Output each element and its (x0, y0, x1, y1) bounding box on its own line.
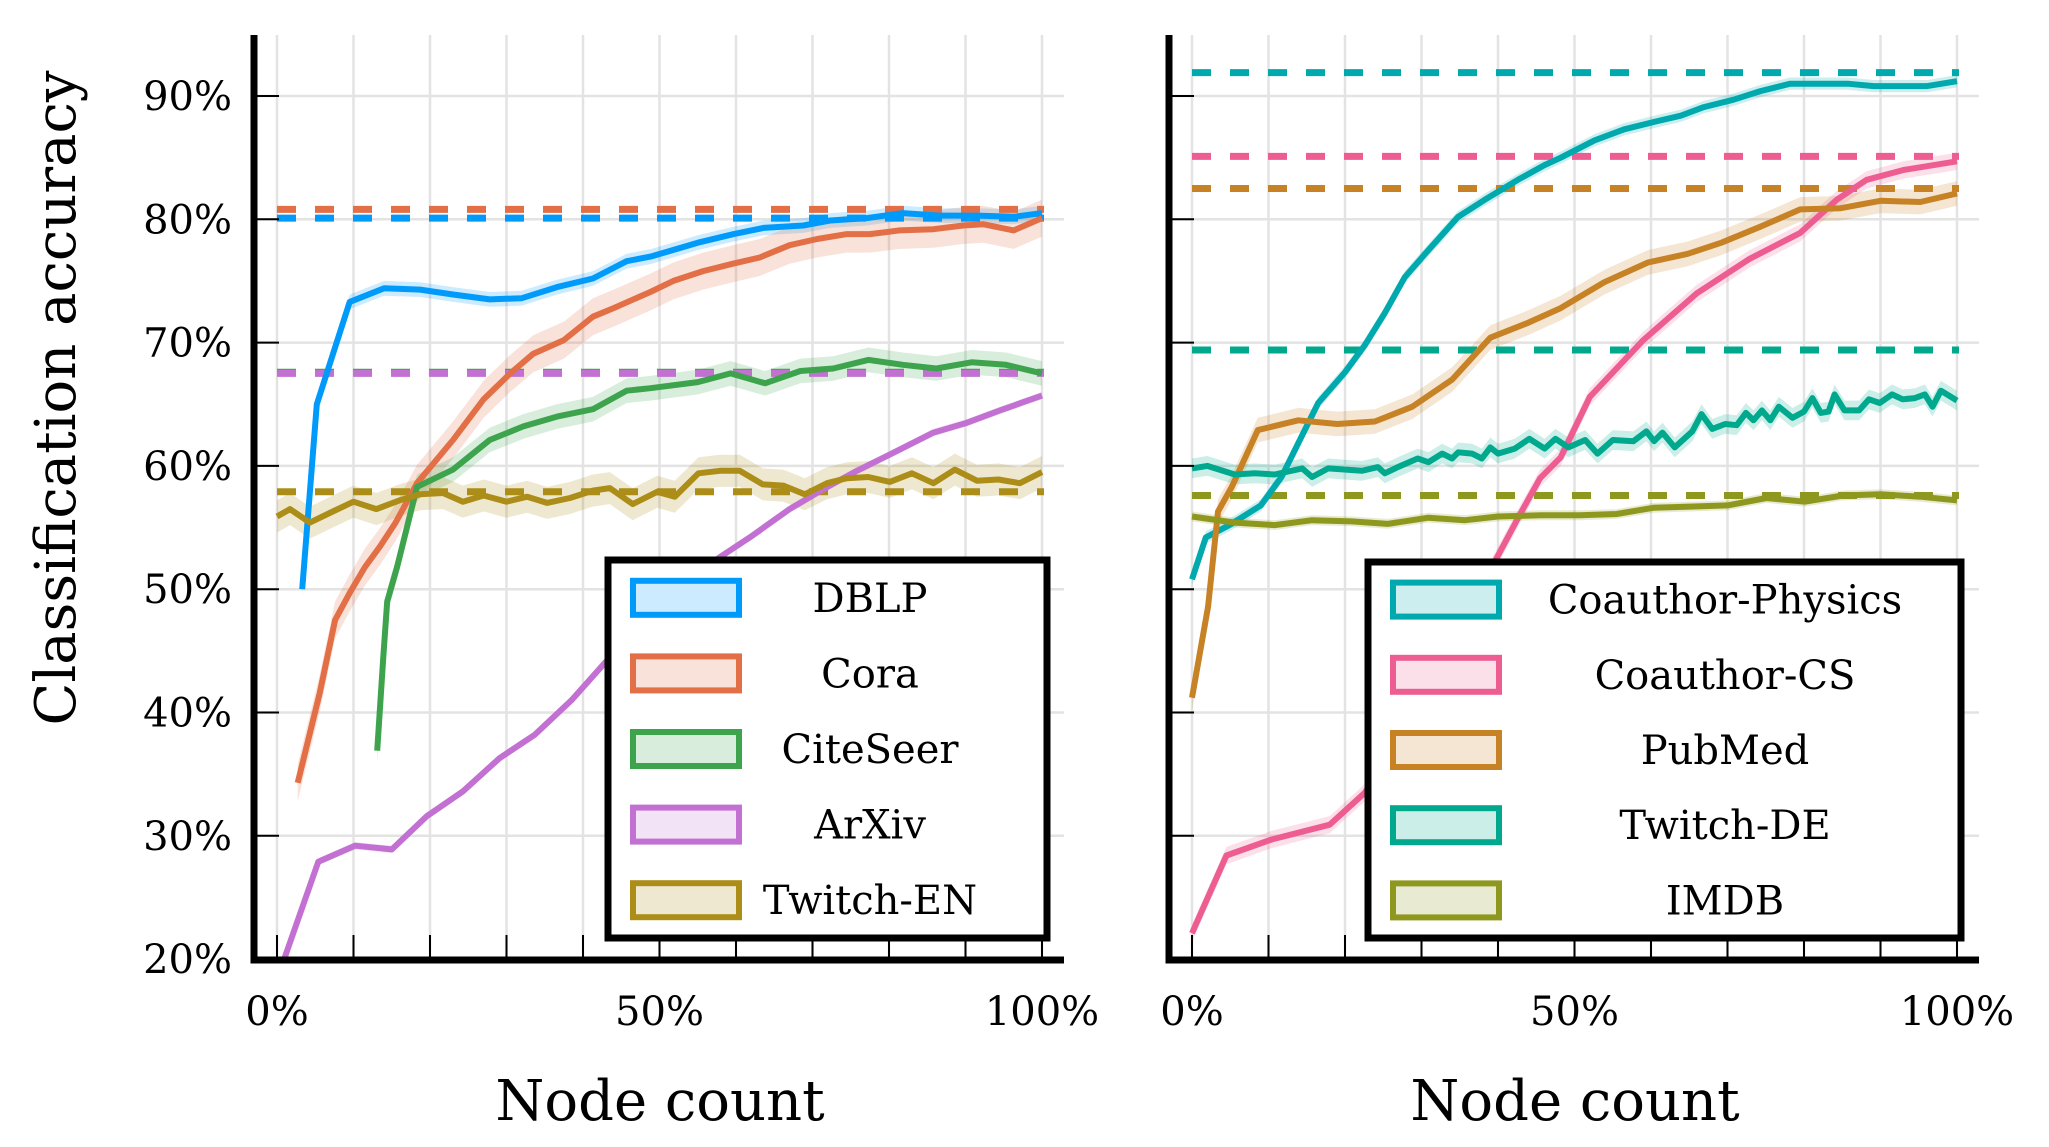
y-tick-label: 60% (143, 444, 232, 490)
confidence-band-dblp (302, 205, 1042, 597)
legend-swatch-imdb (1390, 880, 1502, 921)
legend-swatch-twitch-de (1390, 805, 1502, 846)
series-line-twitch-en (275, 466, 1044, 526)
y-tick-label: 70% (143, 321, 232, 367)
tick-labels: 0% 50% 100% (1160, 989, 2014, 1035)
legend-swatch-cora (630, 653, 742, 694)
baselines (1192, 69, 1959, 499)
x-tick-label: 100% (985, 989, 1099, 1035)
legend-box (1364, 558, 1965, 942)
right-panel: 0% 50% 100% Node count Coauthor-PhysicsCoa… (1160, 35, 2014, 1134)
series-line-twitch-de (1191, 387, 1959, 480)
y-tick-label: 50% (143, 567, 232, 613)
legend-label-coauthor-physics: Coauthor-Physics (1548, 578, 1902, 624)
series-line-citeseer (374, 356, 1043, 751)
legend-label-imdb: IMDB (1666, 878, 1784, 924)
x-tick-label: 100% (1900, 989, 2014, 1035)
y-tick-label: 30% (143, 814, 232, 860)
legend-label-arxiv: ArXiv (813, 803, 926, 849)
legend: DBLP Cora CiteSeer ArXiv Twitch-EN (604, 556, 1051, 942)
legend-swatch-coauthor-physics (1390, 579, 1502, 620)
y-axis-title: Classification accuracy (24, 70, 89, 725)
series-line-cora (294, 215, 1044, 784)
x-axis-title: Node count (1410, 1069, 1740, 1134)
x-axis-title: Node count (495, 1069, 825, 1134)
y-tick-label: 20% (143, 937, 232, 983)
legend-swatch-dblp (630, 577, 742, 618)
legend-label-dblp: DBLP (813, 576, 928, 622)
legend-label-twitch-de: Twitch-DE (1619, 803, 1830, 849)
series-line-pubmed (1189, 190, 1958, 699)
legend-label-coauthor-cs: Coauthor-CS (1595, 653, 1856, 699)
legend-label-twitch-en: Twitch-EN (763, 878, 977, 924)
tick-labels: 20% 30% 40% 50% 60% 70% 80% 90% 0% 50% 100% (143, 74, 1099, 1035)
legend: Coauthor-Physics Coauthor-CS PubMed Twitch-… (1364, 558, 1965, 942)
legend-swatch-arxiv (630, 804, 742, 845)
y-tick-label: 80% (143, 197, 232, 243)
x-tick-label: 50% (615, 989, 704, 1035)
series-lines (1189, 78, 1959, 935)
x-tick-label: 50% (1530, 989, 1619, 1035)
legend-box (604, 556, 1051, 942)
axes (1165, 35, 1979, 964)
x-tick-label: 0% (245, 989, 308, 1035)
legend-swatch-twitch-en (630, 880, 742, 921)
y-tick-label: 40% (143, 691, 232, 737)
legend-label-citeseer: CiteSeer (781, 727, 959, 773)
series-line-imdb (1191, 491, 1958, 529)
legend-swatch-pubmed (1390, 730, 1502, 770)
axes (250, 35, 1064, 964)
y-tick-label: 90% (143, 74, 232, 120)
series-line-dblp (299, 210, 1043, 590)
legend-swatch-citeseer (630, 729, 742, 769)
legend-label-pubmed: PubMed (1641, 728, 1810, 774)
legend-label-cora: Cora (821, 651, 919, 697)
legend-swatch-coauthor-cs (1390, 654, 1502, 695)
series-line-coauthor-physics (1189, 78, 1958, 581)
left-panel: 20% 30% 40% 50% 60% 70% 80% 90% 0% 50% 100% Node c… (143, 35, 1099, 1134)
x-tick-label: 0% (1160, 989, 1223, 1035)
confidence-band-twitch-de (1192, 380, 1957, 487)
